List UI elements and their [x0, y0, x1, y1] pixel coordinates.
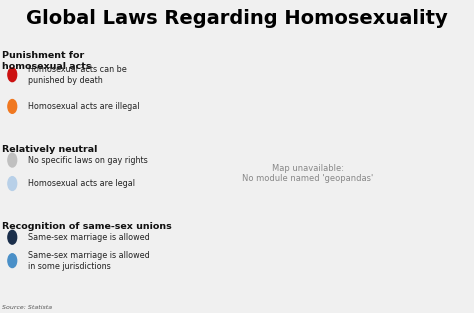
Text: Source: Statista: Source: Statista	[2, 305, 52, 310]
Text: Homosexual acts can be
punished by death: Homosexual acts can be punished by death	[28, 65, 127, 85]
Circle shape	[8, 100, 17, 113]
Text: Homosexual acts are illegal: Homosexual acts are illegal	[28, 102, 139, 111]
Circle shape	[8, 254, 17, 268]
Text: Global Laws Regarding Homosexuality: Global Laws Regarding Homosexuality	[26, 9, 448, 28]
Text: Same-sex marriage is allowed: Same-sex marriage is allowed	[28, 233, 150, 242]
Text: No specific laws on gay rights: No specific laws on gay rights	[28, 156, 148, 165]
Text: Punishment for
homosexual acts: Punishment for homosexual acts	[2, 51, 91, 71]
Circle shape	[8, 153, 17, 167]
Text: Recognition of same-sex unions: Recognition of same-sex unions	[2, 222, 172, 231]
Text: Map unavailable:
No module named 'geopandas': Map unavailable: No module named 'geopan…	[243, 164, 374, 183]
Text: Relatively neutral: Relatively neutral	[2, 145, 97, 154]
Circle shape	[8, 177, 17, 190]
Text: Same-sex marriage is allowed
in some jurisdictions: Same-sex marriage is allowed in some jur…	[28, 251, 150, 270]
Circle shape	[8, 68, 17, 82]
Text: Homosexual acts are legal: Homosexual acts are legal	[28, 179, 135, 188]
Circle shape	[8, 230, 17, 244]
